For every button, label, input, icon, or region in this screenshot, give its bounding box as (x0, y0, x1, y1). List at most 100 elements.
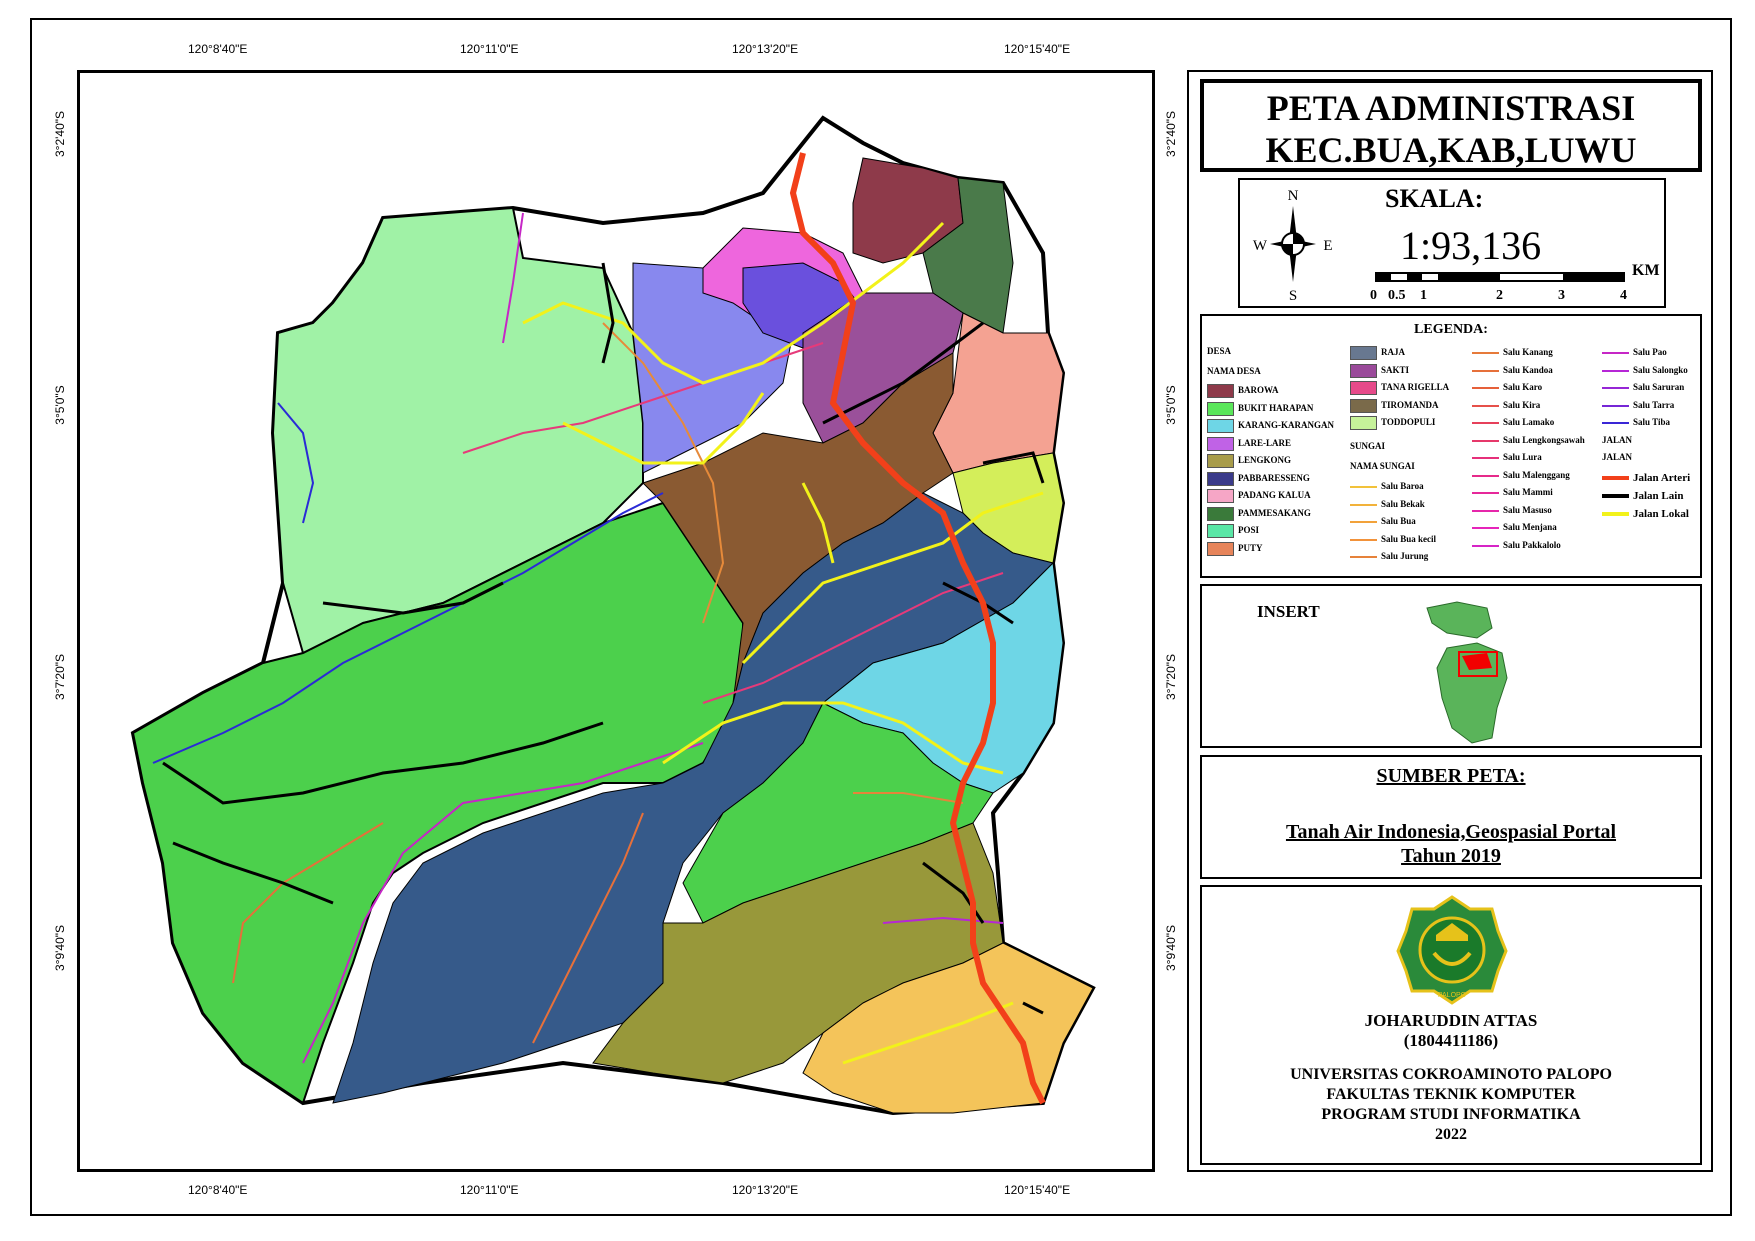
legend-swatch (1350, 381, 1377, 395)
river-magenta-1 (502, 212, 524, 344)
legend-swatch (1472, 492, 1499, 494)
bottom-lon-label-3: 120°13'20"E (732, 1183, 799, 1197)
road-other-4 (601, 262, 615, 364)
road-other-1 (162, 721, 604, 805)
left-lat-label-3: 3°7'20"S (53, 653, 67, 701)
legend-swatch (1350, 486, 1377, 488)
legend-label: Salu Lengkongsawah (1503, 434, 1585, 445)
legend-label: Salu Salongko (1633, 364, 1688, 375)
legend-label: RAJA (1381, 347, 1405, 357)
scale-bar (1375, 272, 1625, 282)
legend-label: POSI (1238, 525, 1260, 535)
source-box: SUMBER PETA: Tanah Air Indonesia,Geospas… (1200, 755, 1702, 879)
compass-s: S (1289, 288, 1297, 304)
road-local-5 (842, 1001, 1014, 1065)
top-lon-label-1: 120°8'40"E (188, 42, 248, 56)
legend-swatch (1350, 556, 1377, 558)
legend-swatch (1350, 538, 1377, 541)
legend-swatch (1602, 476, 1629, 480)
legend-label: BAROWA (1238, 385, 1279, 395)
road-other-9 (1022, 1001, 1044, 1015)
author-year: 2022 (1435, 1126, 1467, 1143)
legend-swatch (1602, 352, 1629, 354)
legend-label: Salu Masuso (1503, 504, 1552, 515)
source-line1: Tanah Air Indonesia,Geospasial Portal (1285, 821, 1617, 843)
legend-heading: LEGENDA: (1414, 322, 1488, 337)
legend-desa-heading: DESA (1207, 346, 1232, 356)
logo-text: PALOPO (1438, 992, 1467, 999)
scale-box: N S W E SKALA: 1:93,136 KM 0 0.5 1 2 3 4 (1238, 178, 1666, 308)
legend-swatch (1472, 369, 1499, 372)
map-frame[interactable] (77, 70, 1155, 1172)
legend-label: Jalan Lokal (1633, 508, 1689, 520)
scale-tick-0: 0 (1370, 288, 1377, 303)
legend-swatch (1602, 404, 1629, 407)
road-other-6 (982, 451, 1045, 484)
author-program: PROGRAM STUDI INFORMATIKA (1321, 1106, 1581, 1123)
legend-label: LARE-LARE (1238, 437, 1292, 448)
village-pabbaresseng (332, 492, 1054, 1104)
legend-label: TIROMANDA (1381, 399, 1439, 410)
compass-icon: N S W E (1253, 188, 1333, 304)
road-other-3 (322, 581, 504, 615)
scale-ratio: 1:93,136 (1400, 223, 1542, 268)
scale-tick-3: 3 (1558, 288, 1565, 303)
scale-unit: KM (1632, 262, 1660, 279)
river-blue-west (277, 402, 315, 524)
scale-tick-05: 0.5 (1388, 288, 1406, 303)
legend-swatch (1472, 527, 1499, 529)
author-name: JOHARUDDIN ATTAS (1364, 1011, 1538, 1030)
scale-tick-4: 4 (1620, 288, 1627, 303)
compass-n: N (1288, 188, 1299, 204)
legend-swatch (1207, 384, 1234, 398)
river-orange-2 (532, 812, 644, 1044)
road-other-5 (822, 321, 984, 425)
legend-label: Salu Bua (1381, 516, 1416, 526)
insert-heading: INSERT (1257, 602, 1320, 621)
top-lon-label-3: 120°13'20"E (732, 42, 799, 56)
legend-swatch (1350, 521, 1377, 523)
compass-w: W (1253, 238, 1268, 254)
legend-swatch (1472, 474, 1499, 477)
legend-label: Salu Tarra (1633, 399, 1675, 410)
legend-label: Salu Tiba (1633, 417, 1670, 427)
left-lat-label-2: 3°5'0"S (53, 385, 67, 425)
legend-label: Salu Kanang (1503, 347, 1553, 357)
legend-label: Salu Jurung (1381, 551, 1429, 561)
right-lat-label-1: 3°2'40"S (1164, 110, 1178, 158)
top-lon-label-2: 120°11'0"E (460, 42, 519, 56)
legend-swatch (1472, 457, 1499, 459)
legend-nama-sungai-heading: NAMA SUNGAI (1350, 461, 1415, 471)
legend-box: LEGENDA: DESA NAMA DESA BAROWA BUKIT HARA… (1200, 314, 1702, 578)
map-title: PETA ADMINISTRASI KEC.BUA,KAB,LUWU (1200, 79, 1702, 172)
legend-label: BUKIT HARAPAN (1238, 402, 1314, 413)
legend-sungai-heading: SUNGAI (1350, 441, 1386, 451)
legend-label: PABBARESSENG (1238, 472, 1310, 483)
road-local-2 (562, 392, 765, 465)
river-orange-3 (602, 322, 725, 624)
legend-swatch (1207, 471, 1234, 486)
legend-swatch (1207, 436, 1234, 451)
legend-swatch (1207, 541, 1234, 556)
road-local-3 (662, 701, 1004, 775)
insert-map (1426, 601, 1508, 744)
legend-swatch (1350, 416, 1377, 430)
legend-label: Salu Menjana (1503, 522, 1557, 532)
legend-label: TANA RIGELLA (1381, 382, 1450, 392)
legend-swatch (1207, 506, 1234, 521)
right-lat-label-4: 3°9'40"S (1164, 924, 1178, 972)
legend-swatch (1472, 422, 1499, 424)
road-other-2 (172, 841, 334, 905)
road-local-1 (522, 221, 945, 385)
legend-swatch (1472, 352, 1499, 354)
legend-label: KARANG-KARANGAN (1238, 420, 1334, 430)
legend-label: Salu Mammi (1503, 487, 1553, 497)
legend-swatch (1472, 404, 1499, 407)
road-other-8 (922, 861, 985, 924)
river-orange-4 (853, 792, 964, 804)
legend-swatch (1350, 346, 1377, 360)
legend-swatch (1602, 387, 1629, 389)
left-lat-label-1: 3°2'40"S (53, 110, 67, 158)
road-arteri (789, 152, 1046, 1105)
legend-label: SAKTI (1381, 364, 1410, 375)
